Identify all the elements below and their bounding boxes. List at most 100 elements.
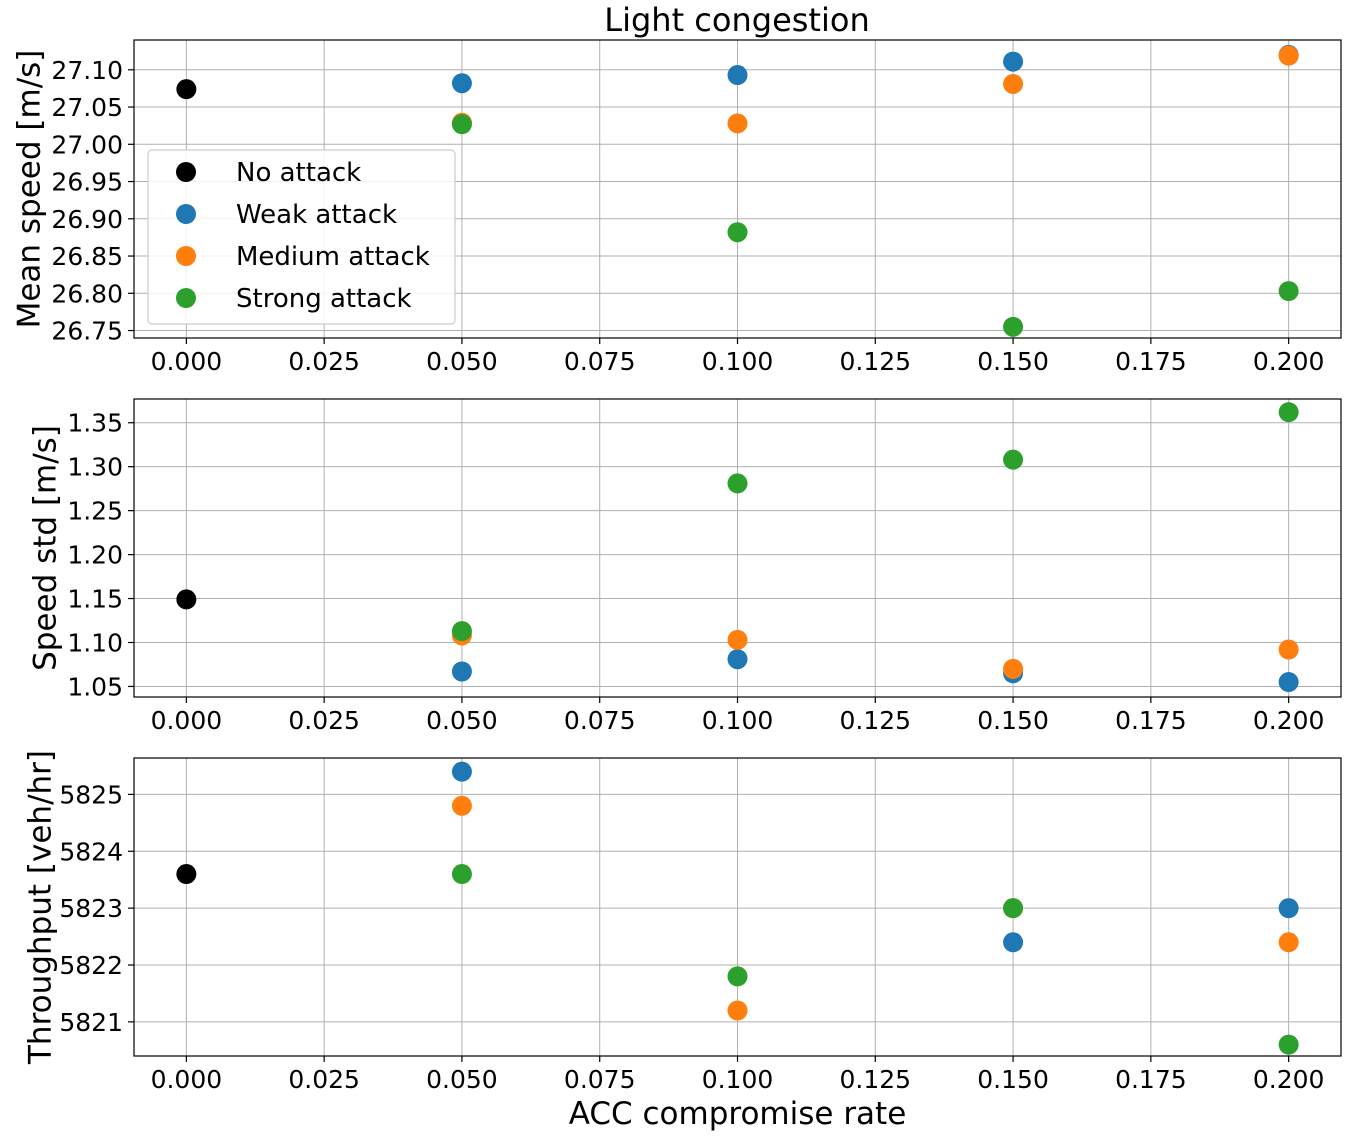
y-tick-label: 1.20 — [67, 541, 123, 570]
y-tick-label: 27.00 — [51, 130, 123, 159]
data-point-medium-attack — [1003, 658, 1024, 679]
legend-frame — [147, 149, 456, 325]
legend-marker-no-attack — [176, 162, 196, 182]
x-tick-label: 0.100 — [702, 1065, 774, 1094]
data-point-strong-attack — [1278, 1034, 1299, 1055]
x-tick-label: 0.150 — [977, 1065, 1049, 1094]
data-point-strong-attack — [451, 621, 472, 642]
data-point-strong-attack — [1278, 402, 1299, 423]
x-tick-label: 0.175 — [1115, 706, 1187, 735]
data-point-no-attack — [176, 864, 197, 885]
y-tick-label: 1.15 — [67, 585, 123, 614]
data-point-medium-attack — [727, 1000, 748, 1021]
data-point-strong-attack — [727, 222, 748, 243]
legend-label-medium-attack: Medium attack — [236, 242, 430, 272]
data-point-medium-attack — [727, 629, 748, 650]
x-tick-label: 0.025 — [288, 347, 360, 376]
x-tick-label: 0.100 — [702, 347, 774, 376]
x-tick-label: 0.025 — [288, 1065, 360, 1094]
legend-label-no-attack: No attack — [236, 158, 361, 188]
data-point-medium-attack — [1278, 639, 1299, 660]
figure-title: Light congestion — [604, 1, 869, 39]
y-tick-label: 1.35 — [67, 409, 123, 438]
x-tick-label: 0.075 — [564, 1065, 636, 1094]
x-tick-label: 0.175 — [1115, 1065, 1187, 1094]
y-tick-label: 26.90 — [51, 205, 123, 234]
data-point-strong-attack — [1003, 898, 1024, 919]
x-tick-label: 0.025 — [288, 706, 360, 735]
legend-marker-strong-attack — [176, 288, 196, 308]
data-point-strong-attack — [1278, 281, 1299, 302]
legend-marker-medium-attack — [176, 246, 196, 266]
x-tick-label: 0.125 — [839, 347, 911, 376]
y-tick-label: 5825 — [59, 780, 123, 809]
data-point-no-attack — [176, 79, 197, 100]
panels: 0.000 0.025 0.050 0.075 0.100 0.125 0.150 0.175… — [12, 39, 1342, 1132]
legend: No attack Weak attack Medium attack Strong … — [147, 149, 456, 325]
x-tick-label: 0.050 — [426, 706, 498, 735]
chart-panel-2: 0.000 0.025 0.050 0.075 0.100 0.125 0.150 0.175… — [28, 398, 1342, 735]
x-tick-label: 0.050 — [426, 1065, 498, 1094]
y-tick-label: 26.95 — [51, 168, 123, 197]
y-tick-label: 5822 — [59, 951, 123, 980]
data-point-strong-attack — [1003, 316, 1024, 337]
x-tick-label: 0.000 — [151, 1065, 223, 1094]
data-point-weak-attack — [1278, 898, 1299, 919]
data-point-weak-attack — [727, 65, 748, 86]
x-tick-label: 0.075 — [564, 347, 636, 376]
x-tick-label: 0.100 — [702, 706, 774, 735]
data-point-weak-attack — [451, 761, 472, 782]
y-tick-label: 5823 — [59, 894, 123, 923]
legend-label-strong-attack: Strong attack — [236, 284, 412, 314]
y-tick-label: 27.05 — [51, 93, 123, 122]
legend-label-weak-attack: Weak attack — [236, 200, 397, 230]
y-axis-label: Mean speed [m/s] — [12, 50, 48, 329]
plot-frame — [133, 39, 1342, 339]
data-point-medium-attack — [1278, 45, 1299, 66]
x-tick-label: 0.175 — [1115, 347, 1187, 376]
legend-marker-weak-attack — [176, 204, 196, 224]
x-tick-label: 0.125 — [839, 706, 911, 735]
data-point-medium-attack — [1278, 932, 1299, 953]
data-point-weak-attack — [451, 73, 472, 94]
data-point-weak-attack — [1278, 672, 1299, 693]
y-tick-label: 1.30 — [67, 453, 123, 482]
y-axis-label: Throughput [veh/hr] — [23, 750, 59, 1065]
x-tick-label: 0.200 — [1253, 706, 1325, 735]
data-point-weak-attack — [727, 649, 748, 670]
y-tick-label: 5821 — [59, 1008, 123, 1037]
x-tick-label: 0.150 — [977, 706, 1049, 735]
x-tick-label: 0.075 — [564, 706, 636, 735]
x-tick-label: 0.000 — [151, 706, 223, 735]
data-point-no-attack — [176, 589, 197, 610]
x-axis-label: ACC compromise rate — [569, 1096, 907, 1132]
x-tick-label: 0.200 — [1253, 347, 1325, 376]
data-point-medium-attack — [1003, 73, 1024, 94]
x-tick-label: 0.150 — [977, 347, 1049, 376]
chart-panel-1: 0.000 0.025 0.050 0.075 0.100 0.125 0.150 0.175… — [12, 39, 1342, 376]
data-point-weak-attack — [1003, 932, 1024, 953]
x-tick-label: 0.200 — [1253, 1065, 1325, 1094]
chart-panel-3: 0.000 0.025 0.050 0.075 0.100 0.125 0.150 0.175… — [23, 750, 1342, 1132]
data-point-strong-attack — [1003, 449, 1024, 470]
data-point-strong-attack — [451, 114, 472, 135]
data-point-strong-attack — [727, 473, 748, 494]
y-tick-label: 26.85 — [51, 242, 123, 271]
y-tick-label: 26.80 — [51, 279, 123, 308]
y-tick-label: 1.05 — [67, 672, 123, 701]
x-tick-label: 0.000 — [151, 347, 223, 376]
data-point-strong-attack — [451, 864, 472, 885]
x-tick-label: 0.050 — [426, 347, 498, 376]
y-tick-label: 5824 — [59, 837, 123, 866]
y-tick-label: 27.10 — [51, 56, 123, 85]
x-tick-label: 0.125 — [839, 1065, 911, 1094]
plot-frame — [133, 757, 1342, 1057]
data-point-strong-attack — [727, 966, 748, 987]
data-point-weak-attack — [1003, 51, 1024, 72]
data-point-weak-attack — [451, 661, 472, 682]
y-tick-label: 1.25 — [67, 497, 123, 526]
data-point-medium-attack — [451, 795, 472, 816]
y-tick-label: 26.75 — [51, 317, 123, 346]
y-axis-label: Speed std [m/s] — [28, 425, 64, 671]
